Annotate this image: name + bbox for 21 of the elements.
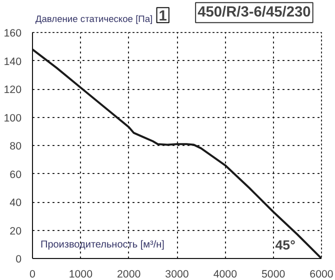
x-tick-label: 1000 [68, 268, 93, 280]
x-tick-label: 3000 [165, 268, 189, 280]
x-axis-title: Производительность [м³/н] [40, 240, 165, 250]
y-tick-label: 20 [10, 225, 22, 238]
y-tick-label: 40 [10, 197, 22, 209]
x-tick-label: 2000 [116, 268, 141, 280]
y-tick-label: 140 [4, 56, 22, 68]
y-tick-label: 100 [4, 112, 22, 124]
y-tick-label: 160 [4, 28, 22, 40]
x-tick-label: 5000 [261, 268, 286, 280]
text: 1 [158, 8, 167, 25]
x-tick-label: 0 [30, 268, 36, 280]
y-tick-label: 60 [10, 168, 22, 181]
x-tick-label: 4000 [213, 268, 238, 280]
y-tick-label: 120 [4, 84, 22, 96]
y-tick-label: 80 [10, 140, 22, 152]
y-tick-label: 0 [16, 254, 22, 266]
x-tick-label: 6000 [310, 268, 334, 280]
y-axis-title: Давление статическое [Па] [35, 14, 153, 24]
chart-title: 450/R/3-6/45/230 [198, 4, 311, 21]
annotation: 45° [275, 238, 296, 252]
